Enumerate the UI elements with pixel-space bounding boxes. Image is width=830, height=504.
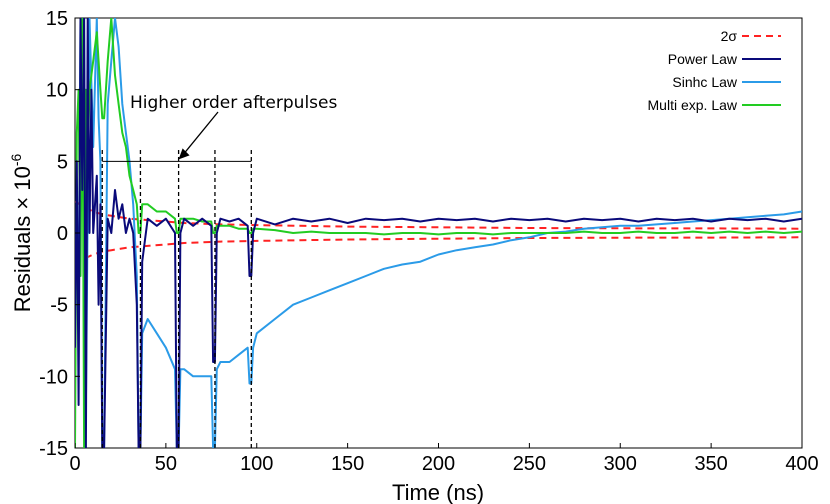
series-line-2sigma-lower xyxy=(75,236,802,266)
x-tick-label: 150 xyxy=(331,453,364,475)
y-tick-label: 5 xyxy=(57,151,68,173)
y-tick-label: -10 xyxy=(39,366,68,388)
legend-label: Sinhc Law xyxy=(672,74,737,90)
annotation-label: Higher order afterpulses xyxy=(130,93,337,113)
y-tick-label: 0 xyxy=(57,223,68,245)
x-axis-title: Time (ns) xyxy=(392,480,484,504)
annotation-layer xyxy=(101,111,252,448)
y-tick-label: -15 xyxy=(39,438,68,460)
x-tick-label: 100 xyxy=(240,453,273,475)
legend-label: Power Law xyxy=(668,51,738,67)
x-tick-label: 250 xyxy=(513,453,546,475)
x-tick-label: 350 xyxy=(694,453,727,475)
x-tick-label: 50 xyxy=(155,453,177,475)
y-axis-title: Residuals × 10-6 xyxy=(8,153,35,312)
series-line-power-law xyxy=(75,18,802,448)
x-tick-label: 0 xyxy=(69,453,80,475)
series-line-multi-exp-law xyxy=(75,18,802,448)
legend: 2σ Power Law Sinhc Law Multi exp. Law xyxy=(648,28,781,113)
annotation-arrow xyxy=(182,111,219,156)
legend-label: Multi exp. Law xyxy=(648,97,738,113)
series-line-2sigma-upper xyxy=(75,200,802,230)
y-tick-label: 10 xyxy=(46,80,68,102)
annotation-arrowhead xyxy=(178,148,190,160)
x-tick-label: 300 xyxy=(604,453,637,475)
y-tick-label: 15 xyxy=(46,8,68,30)
y-tick-label: -5 xyxy=(50,295,68,317)
series-line-sinhc-law xyxy=(75,18,802,448)
series-layer xyxy=(75,18,802,448)
x-tick-label: 400 xyxy=(785,453,818,475)
y-axis-title-exponent: -6 xyxy=(8,153,24,166)
y-axis-title-main: Residuals × 10 xyxy=(10,166,35,312)
x-tick-label: 200 xyxy=(422,453,455,475)
legend-label: 2σ xyxy=(721,28,738,44)
